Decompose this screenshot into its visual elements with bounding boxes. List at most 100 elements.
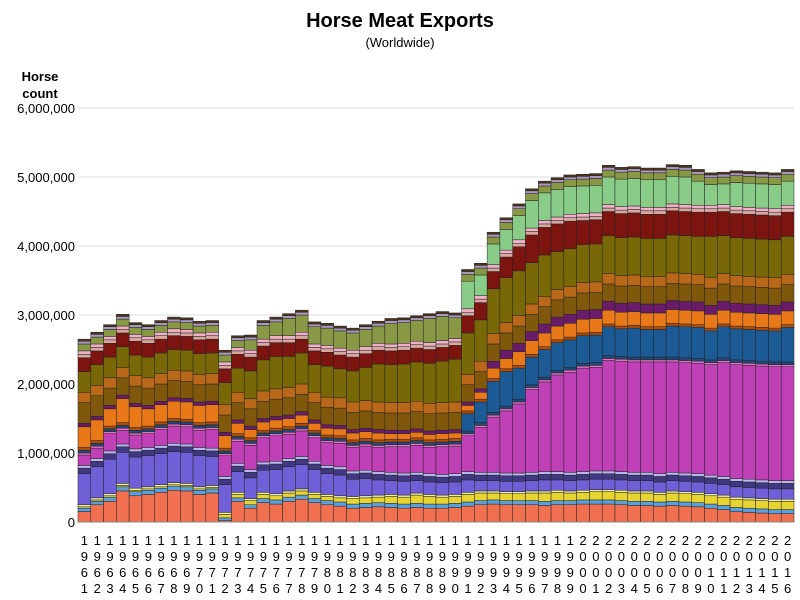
bar-segment xyxy=(512,493,526,501)
bar-segment xyxy=(371,412,386,430)
bar-segment xyxy=(422,434,437,441)
bar-segment xyxy=(397,433,411,440)
bar-segment xyxy=(525,190,539,194)
bar-segment xyxy=(384,474,398,481)
bar-segment xyxy=(589,243,603,283)
bar-segment xyxy=(218,478,232,485)
bar-segment xyxy=(397,441,411,445)
bar-segment xyxy=(742,276,756,287)
bar-segment xyxy=(256,492,271,495)
bar-segment xyxy=(742,176,756,184)
bar-segment xyxy=(512,325,526,344)
bar-segment xyxy=(691,502,705,508)
bar-segment xyxy=(243,477,258,499)
bar-segment xyxy=(205,352,219,374)
bar-segment xyxy=(550,223,565,252)
y-axis-label-line2: count xyxy=(22,86,58,101)
bar-segment xyxy=(282,429,296,433)
bar-segment xyxy=(627,168,641,172)
bar-segment xyxy=(780,488,795,500)
bar-segment xyxy=(180,424,194,428)
bar-segment xyxy=(128,429,143,434)
bar-segment xyxy=(614,311,629,327)
bar-segment xyxy=(192,494,207,523)
bar-segment xyxy=(333,327,347,332)
bar-segment xyxy=(384,343,398,348)
bar-segment xyxy=(563,174,577,178)
bar-segment xyxy=(525,389,539,473)
bar-segment xyxy=(435,313,450,317)
bar-segment xyxy=(333,505,347,523)
bar-segment xyxy=(320,504,334,523)
bar-segment xyxy=(474,500,488,505)
bar-segment xyxy=(576,335,590,364)
bar-segment xyxy=(768,501,782,510)
bar-segment xyxy=(307,419,322,424)
bar-segment xyxy=(346,353,360,358)
bar-segment xyxy=(653,505,667,523)
bar-segment xyxy=(563,179,577,187)
bar-segment xyxy=(384,441,398,445)
bar-segment xyxy=(640,359,654,363)
bar-segment xyxy=(538,381,552,472)
bar-segment xyxy=(218,453,232,457)
bar-segment xyxy=(371,325,386,344)
bar-segment xyxy=(167,423,181,427)
bar-segment xyxy=(103,339,117,344)
bar-segment xyxy=(474,263,488,266)
bar-segment xyxy=(103,343,117,358)
bar-segment xyxy=(717,360,731,363)
bar-segment xyxy=(448,401,462,413)
bar-segment xyxy=(154,383,168,402)
bar-segment xyxy=(678,493,692,503)
bar-segment xyxy=(512,315,526,327)
bar-segment xyxy=(141,449,155,457)
bar-segment xyxy=(435,402,450,414)
y-axis-ticks: 0 1,000,000 2,000,000 3,000,000 4,000,000 5,0… xyxy=(17,101,75,530)
bar-segment xyxy=(154,453,168,485)
bar-segment xyxy=(410,507,424,523)
bar-segment xyxy=(410,480,424,494)
bar-segment xyxy=(589,478,603,490)
bar-segment xyxy=(486,492,501,501)
bar-segment xyxy=(448,438,462,442)
bar-segment xyxy=(691,476,705,483)
y-tick-label: 5,000,000 xyxy=(17,170,75,185)
bar-segment xyxy=(192,332,207,337)
bar-segment xyxy=(742,171,756,174)
bar-segment xyxy=(422,342,437,347)
bar-segment xyxy=(678,362,692,474)
bar-segment xyxy=(231,402,245,421)
bar-segment xyxy=(525,490,539,494)
bar-segment xyxy=(665,169,680,177)
bar-segment xyxy=(678,323,692,327)
bar-segment xyxy=(627,480,641,492)
bar-segment xyxy=(128,340,143,356)
bar-segment xyxy=(780,236,795,275)
bar-segment xyxy=(77,340,92,345)
bar-segment xyxy=(410,361,424,402)
bar-segment xyxy=(627,501,641,506)
bar-segment xyxy=(678,207,692,212)
bar-segment xyxy=(205,427,219,430)
bar-segment xyxy=(627,356,641,361)
bar-segment xyxy=(90,347,104,352)
bar-segment xyxy=(717,323,731,327)
bar-segment xyxy=(333,495,347,499)
bar-segment xyxy=(77,507,92,512)
bar-segment xyxy=(192,486,207,490)
bar-segment xyxy=(256,502,271,523)
bar-segment xyxy=(410,440,424,444)
bar-segment xyxy=(371,479,386,496)
bar-segment xyxy=(218,476,232,480)
bar-segment xyxy=(269,356,283,390)
bar-segment xyxy=(576,173,590,177)
bar-segment xyxy=(128,432,143,436)
bar-segment xyxy=(601,176,616,205)
bar-segment xyxy=(563,480,577,492)
